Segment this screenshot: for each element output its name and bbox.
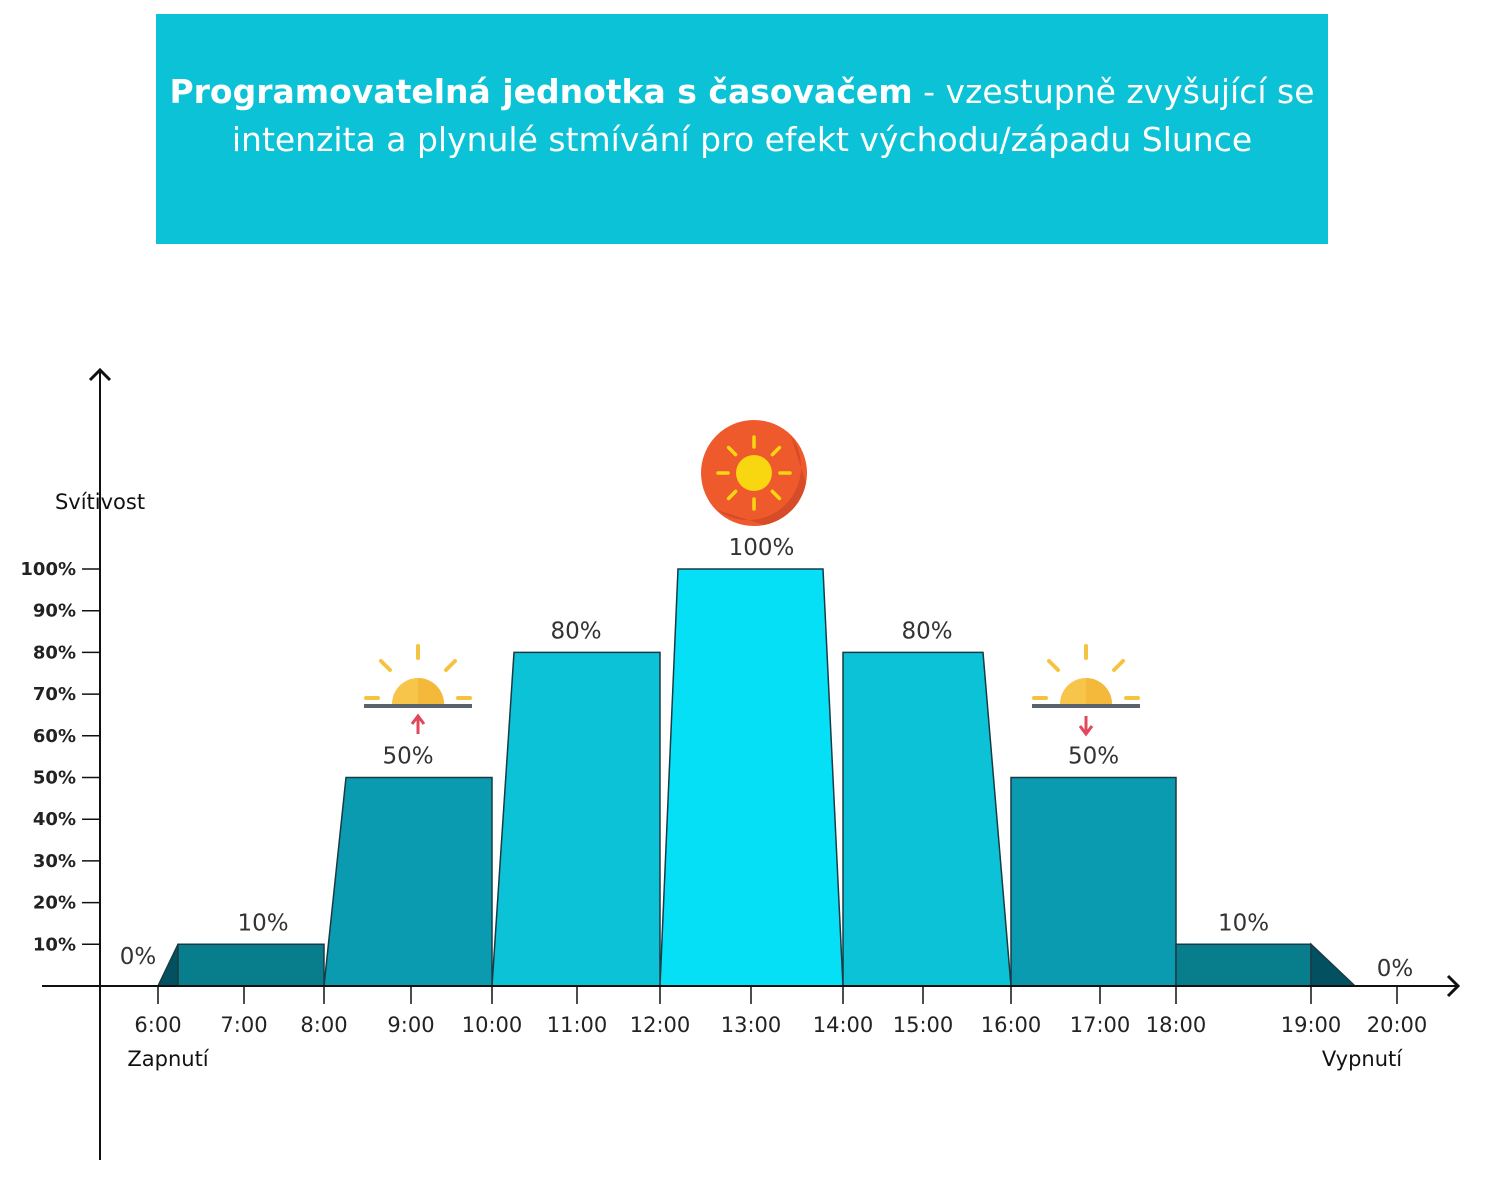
segment-value-label: 80% bbox=[550, 618, 601, 644]
segment-value-label: 100% bbox=[729, 535, 795, 561]
segment-bar bbox=[323, 776, 493, 987]
segment-value-label: 50% bbox=[382, 744, 433, 770]
segment-bar bbox=[491, 651, 661, 987]
x-tick-label: 17:00 bbox=[1070, 1013, 1131, 1037]
y-tick-label: 100% bbox=[20, 559, 76, 580]
segment-value-label: 80% bbox=[901, 618, 952, 644]
segment-bar bbox=[1010, 776, 1177, 987]
x-end-label: Vypnutí bbox=[1322, 1047, 1403, 1071]
x-tick-label: 19:00 bbox=[1281, 1013, 1342, 1037]
segment-value-label: 10% bbox=[237, 910, 288, 936]
x-start-label: Zapnutí bbox=[127, 1047, 209, 1071]
y-tick-label: 60% bbox=[33, 726, 76, 747]
y-tick-label: 10% bbox=[33, 934, 76, 955]
y-tick-label: 20% bbox=[33, 893, 76, 914]
x-tick-label: 11:00 bbox=[547, 1013, 608, 1037]
y-tick-label: 40% bbox=[33, 809, 76, 830]
x-tick-label: 13:00 bbox=[721, 1013, 782, 1037]
value-labels: 0% 10% 50% 80% 100% 80% 50% 10% 0% bbox=[120, 535, 1414, 982]
y-tick-label: 70% bbox=[33, 684, 76, 705]
x-tick-label: 16:00 bbox=[981, 1013, 1042, 1037]
segment-value-label: 50% bbox=[1068, 744, 1119, 770]
x-tick-label: 12:00 bbox=[630, 1013, 691, 1037]
segment-bar bbox=[842, 651, 1012, 987]
icons bbox=[364, 420, 1140, 737]
x-tick-label: 18:00 bbox=[1146, 1013, 1207, 1037]
segment-bar bbox=[156, 943, 179, 987]
segments bbox=[156, 568, 1357, 987]
y-tick-label: 80% bbox=[33, 642, 76, 663]
title-rest: - vzestupně zvyšující se intenzita a ply… bbox=[231, 72, 1315, 159]
segment-value-label: 0% bbox=[1377, 956, 1414, 982]
axes: Svítivost Zapnutí Vypnutí bbox=[42, 367, 1461, 1160]
title-banner: Programovatelná jednotka s časovačem - v… bbox=[156, 14, 1328, 244]
x-tick-label: 9:00 bbox=[387, 1013, 434, 1037]
segment-bar bbox=[1310, 942, 1357, 987]
segment-value-label: 10% bbox=[1218, 910, 1269, 936]
segment-value-label: 0% bbox=[120, 944, 157, 970]
x-tick-label: 20:00 bbox=[1367, 1013, 1428, 1037]
x-tick-label: 15:00 bbox=[893, 1013, 954, 1037]
y-ticks: 10% 20% 30% 40% 50% 60% 70% 80% 90% 100% bbox=[20, 559, 100, 955]
segment-bar bbox=[659, 568, 844, 987]
y-tick-label: 90% bbox=[33, 601, 76, 622]
segment-bar bbox=[177, 943, 325, 987]
x-tick-label: 14:00 bbox=[813, 1013, 874, 1037]
x-tick-label: 8:00 bbox=[300, 1013, 347, 1037]
sunrise-icon bbox=[364, 644, 472, 734]
x-tick-label: 10:00 bbox=[462, 1013, 523, 1037]
segment-bar bbox=[1175, 943, 1312, 987]
y-axis-label: Svítivost bbox=[55, 490, 145, 514]
x-ticks: 6:00 7:00 8:00 9:00 10:00 11:00 12:00 13:00 14:0… bbox=[134, 986, 1427, 1037]
title-bold: Programovatelná jednotka s časovačem bbox=[169, 72, 913, 111]
y-tick-label: 30% bbox=[33, 851, 76, 872]
sunset-icon bbox=[1032, 644, 1140, 737]
x-tick-label: 7:00 bbox=[220, 1013, 267, 1037]
sun-icon bbox=[701, 420, 807, 526]
x-tick-label: 6:00 bbox=[134, 1013, 181, 1037]
y-tick-label: 50% bbox=[33, 768, 76, 789]
